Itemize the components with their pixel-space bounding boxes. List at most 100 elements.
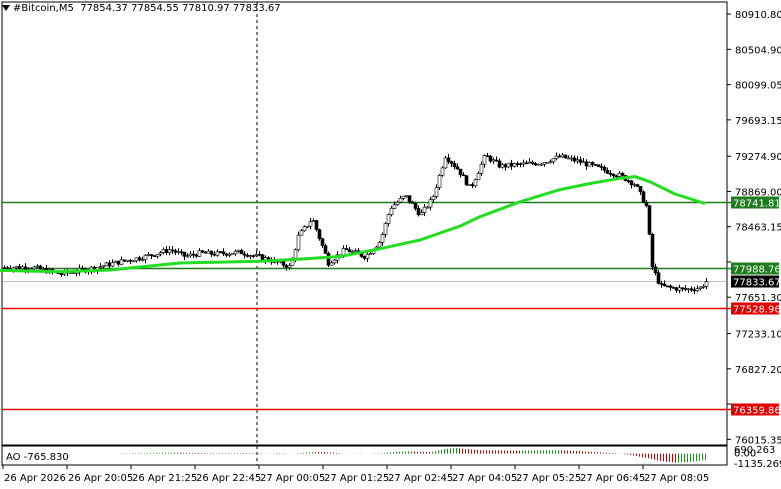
candle xyxy=(173,248,178,256)
candle xyxy=(698,286,703,291)
candle xyxy=(332,258,337,265)
candle-body xyxy=(59,273,64,275)
candle xyxy=(575,156,580,164)
candle xyxy=(164,245,169,256)
candle-body xyxy=(131,260,136,263)
candle xyxy=(467,184,472,186)
candle xyxy=(671,286,676,289)
time-label: 27 Apr 04:05 xyxy=(452,473,517,484)
candle-body xyxy=(158,252,163,255)
candle xyxy=(158,251,163,257)
candle xyxy=(392,201,397,209)
candle xyxy=(446,154,451,164)
candle xyxy=(554,152,559,161)
candle-body xyxy=(497,160,502,168)
candle-body xyxy=(560,154,565,158)
candle xyxy=(248,254,253,260)
candle xyxy=(323,243,328,254)
candle xyxy=(194,253,199,259)
candle xyxy=(419,209,424,216)
price-tick-label: 78463.15 xyxy=(735,223,781,234)
candle xyxy=(137,255,142,262)
candle-body xyxy=(674,287,679,291)
candle xyxy=(227,252,232,258)
candle xyxy=(635,183,640,187)
candle xyxy=(308,217,313,230)
candle-body xyxy=(500,164,505,168)
level-tag xyxy=(731,196,779,209)
candle-body xyxy=(380,234,385,243)
candle-body xyxy=(293,249,298,260)
candle-body xyxy=(692,289,697,292)
price-tick-label: 77651.30 xyxy=(735,293,781,304)
ao-value: -765.830 xyxy=(23,452,69,463)
candle xyxy=(641,190,646,203)
candle xyxy=(455,163,460,170)
candle-body xyxy=(479,163,484,174)
candle xyxy=(659,280,664,288)
candle xyxy=(473,178,478,188)
candle xyxy=(497,158,502,169)
candle-body xyxy=(221,251,226,255)
candle-body xyxy=(665,285,670,288)
price-tick-label: 76827.20 xyxy=(735,365,781,376)
candle xyxy=(125,260,130,263)
level-tag xyxy=(731,403,779,416)
candle xyxy=(215,249,220,257)
candle xyxy=(587,161,592,167)
time-label: 26 Apr 22:45 xyxy=(196,473,261,484)
candle xyxy=(665,285,670,288)
candle-body xyxy=(620,172,625,176)
candle xyxy=(644,199,649,208)
symbol-dropdown-icon[interactable] xyxy=(2,5,10,11)
candle-body xyxy=(239,249,244,255)
price-tick-label: 78869.00 xyxy=(735,187,781,198)
candle xyxy=(680,287,685,292)
candle-body xyxy=(506,162,511,168)
candle-body xyxy=(161,249,166,253)
candle-body xyxy=(443,157,448,169)
candle-body xyxy=(362,256,367,259)
candle xyxy=(593,164,598,166)
candle xyxy=(119,256,124,265)
candle xyxy=(242,251,247,259)
candle-body xyxy=(149,254,154,256)
candle-body xyxy=(590,162,595,165)
candle-body xyxy=(122,259,127,262)
candle xyxy=(167,246,172,256)
candle-body xyxy=(38,265,43,270)
candle xyxy=(344,244,349,250)
candle xyxy=(404,195,409,198)
candle xyxy=(656,269,661,285)
candle-body xyxy=(428,199,433,208)
candle xyxy=(146,252,151,257)
candle-body xyxy=(35,265,40,268)
candle xyxy=(329,260,334,266)
candle xyxy=(620,171,625,177)
candle-body xyxy=(485,155,490,157)
candle-body xyxy=(677,287,682,291)
ao-label: AO -765.830 xyxy=(6,452,69,463)
candle-body xyxy=(347,249,352,253)
candle-body xyxy=(197,250,202,257)
ma-line xyxy=(0,175,706,274)
candle-body xyxy=(419,212,424,216)
candle-body xyxy=(542,162,547,165)
candle-body xyxy=(512,163,517,167)
time-label: 27 Apr 08:05 xyxy=(644,473,709,484)
candle-body xyxy=(572,157,577,162)
candle-body xyxy=(539,163,544,166)
indicator-frame xyxy=(1,445,728,466)
candle-body xyxy=(587,162,592,167)
candle-body xyxy=(635,184,640,187)
candle xyxy=(527,158,532,164)
candle-body xyxy=(203,251,208,254)
candle xyxy=(452,160,457,170)
horizontal-levels: 78741.81 77988.76 77528.96 76359.86 77833.67 xyxy=(2,196,781,417)
candle xyxy=(422,204,427,217)
candle-body xyxy=(449,161,454,164)
ao-axis-label: 690.263 xyxy=(734,445,775,456)
candle xyxy=(416,205,421,217)
candle-body xyxy=(113,260,118,264)
